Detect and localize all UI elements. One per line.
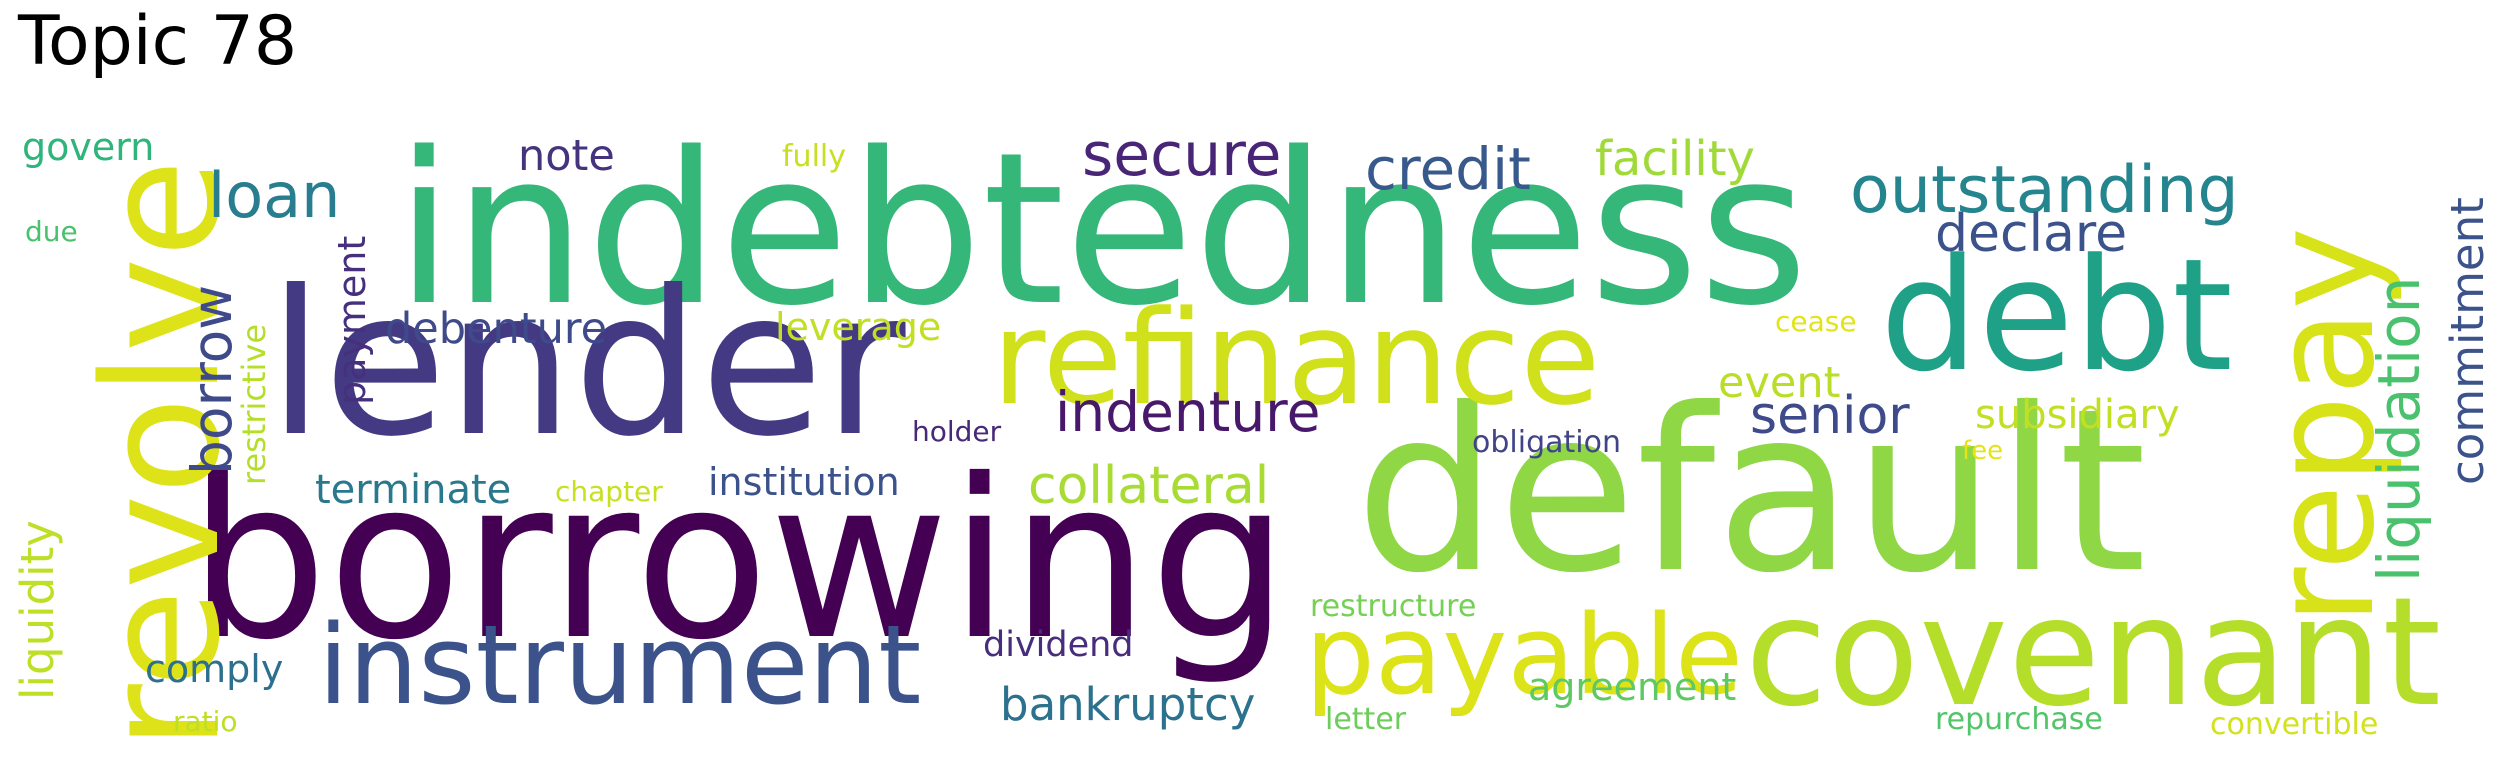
word-collateral: collateral [1028, 456, 1270, 516]
word-convertible: convertible [2210, 707, 2379, 742]
word-debenture: debenture [385, 304, 608, 354]
word-payment: payment [330, 235, 374, 405]
word-instrument: instrument [318, 601, 922, 729]
word-liquidity: liquidity [11, 520, 64, 700]
word-borrowing: borrowing [188, 432, 1290, 688]
word-restrictive: restrictive [235, 323, 273, 485]
word-indebtedness: indebtedness [395, 107, 1809, 352]
word-default: default [1355, 361, 2147, 623]
word-leverage: leverage [775, 305, 942, 349]
word-secure: secure [1082, 120, 1282, 190]
word-institution: institution [708, 460, 900, 504]
word-dividend: dividend [983, 625, 1134, 665]
word-declare: declare [1935, 204, 2128, 264]
word-loan: loan [208, 159, 341, 232]
word-lender: lender [268, 248, 906, 481]
word-agreement: agreement [1528, 665, 1737, 709]
word-payable: payable [1305, 591, 1743, 719]
figure-title: Topic 78 [18, 2, 298, 81]
word-ratio: ratio [173, 705, 238, 738]
word-comply: comply [145, 647, 284, 691]
word-chapter: chapter [555, 475, 663, 508]
word-subsidiary: subsidiary [1975, 392, 2180, 438]
word-senior: senior [1750, 386, 1910, 446]
word-commitment: commitment [2441, 197, 2494, 485]
word-covenant: covenant [1745, 566, 2442, 740]
word-outstanding: outstanding [1850, 153, 2239, 228]
word-cease: cease [1775, 305, 1857, 338]
word-liquidation: liquidation [2365, 276, 2433, 582]
word-bankruptcy: bankruptcy [1000, 678, 1256, 731]
word-obligation: obligation [1472, 425, 1621, 460]
word-credit: credit [1365, 135, 1531, 203]
word-due: due [25, 215, 78, 248]
word-facility: facility [1595, 131, 1755, 187]
word-restructure: restructure [1310, 589, 1477, 624]
word-letter: letter [1325, 702, 1407, 737]
word-fully: fully [782, 139, 846, 174]
word-event: event [1718, 358, 1841, 408]
word-repurchase: repurchase [1935, 702, 2103, 737]
word-note: note [518, 131, 615, 181]
word-borrow: borrow [180, 284, 244, 475]
word-fee: fee [1962, 436, 2004, 466]
word-indenture: indenture [1055, 380, 1321, 444]
word-govern: govern [22, 125, 155, 169]
word-holder: holder [912, 415, 1002, 448]
word-refinance: refinance [992, 282, 1601, 434]
word-debt: debt [1880, 225, 2233, 406]
word-terminate: terminate [315, 467, 512, 513]
